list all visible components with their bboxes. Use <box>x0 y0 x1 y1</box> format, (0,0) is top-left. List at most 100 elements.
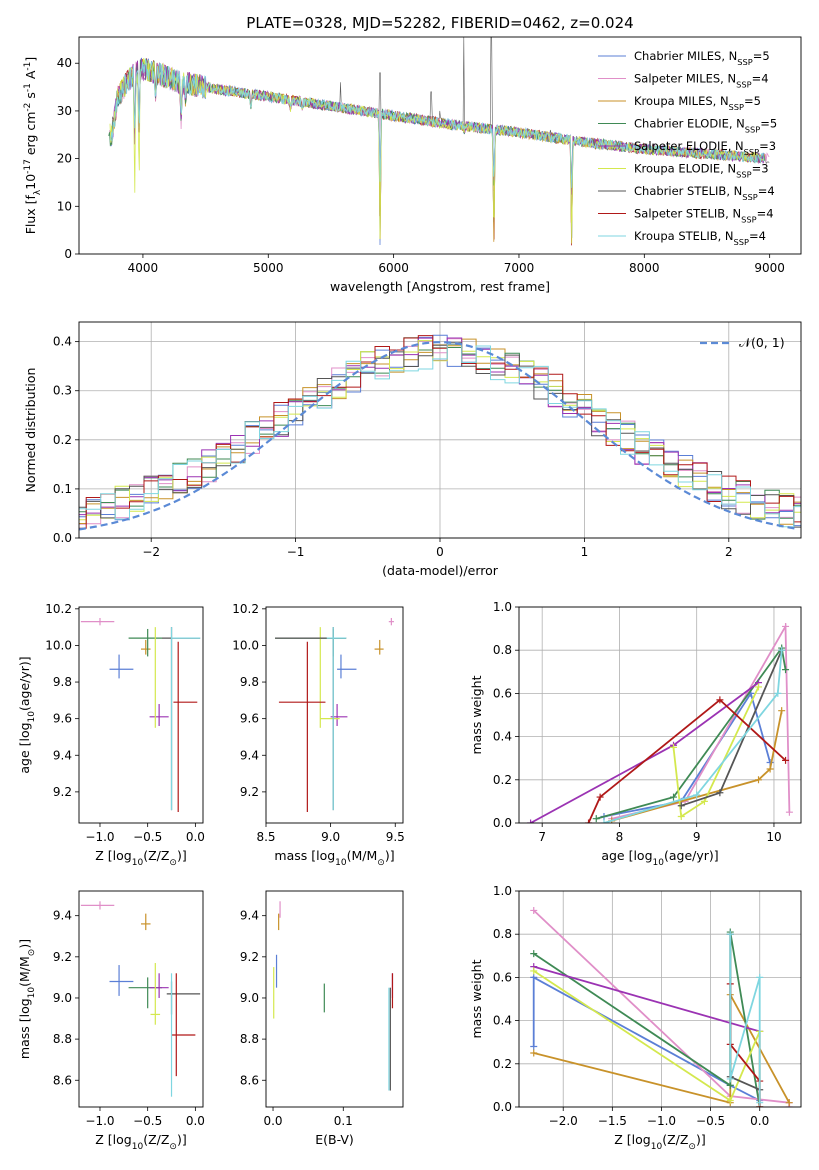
axes-frame <box>78 321 802 539</box>
y-tick-label: 0.6 <box>493 970 512 984</box>
y-tick-label: 0.3 <box>53 384 72 398</box>
weight-marker <box>756 1099 764 1107</box>
axes-frame <box>78 606 204 824</box>
x-tick-label: 4000 <box>128 261 159 275</box>
weight-line-8 <box>729 934 761 1103</box>
weight-line-3 <box>596 645 787 820</box>
plot-area <box>79 334 801 531</box>
x-axis-label: (data-model)/error <box>382 563 499 578</box>
x-tick-label: 0.1 <box>334 1114 353 1128</box>
plot-area <box>530 906 793 1107</box>
weight-marker <box>778 646 786 654</box>
x-tick-label: −0.5 <box>696 1114 725 1128</box>
weight-marker <box>693 791 701 799</box>
y-tick-label: 10 <box>57 199 72 213</box>
plot-area <box>108 37 770 246</box>
panel-weight_vs_age: 7 8 9 10 0.0 0.2 0.4 0.6 0.8 1.0 age [log10(age/yr… <box>469 600 802 868</box>
legend-label: Salpeter MILES, NSSP=4 <box>634 72 769 90</box>
weight-marker <box>530 950 538 958</box>
weight-marker <box>726 930 734 938</box>
y-tick-label: 9.4 <box>53 909 72 923</box>
x-axis-label: E(B-V) <box>315 1132 354 1147</box>
y-tick-label: 0.2 <box>493 773 512 787</box>
y-axis-label: mass [log10(M/M⊙)] <box>17 939 37 1059</box>
y-tick-label: 9.8 <box>240 675 259 689</box>
panel-mass_vs_EBV: 0.0 0.1 8.6 8.8 9.0 9.2 9.4 E(B-V) <box>240 890 404 1147</box>
y-tick-label: 0.8 <box>493 643 512 657</box>
weight-marker <box>670 793 678 801</box>
weight-line-2 <box>611 710 783 822</box>
legend-label: Kroupa ELODIE, NSSP=3 <box>634 162 769 180</box>
x-tick-label: 0.0 <box>186 830 205 844</box>
legend-label: Salpeter ELODIE, NSSP=3 <box>634 139 776 157</box>
y-tick-label: 0.0 <box>493 816 512 830</box>
weight-line-5 <box>672 686 760 819</box>
y-tick-label: 0.0 <box>53 531 72 545</box>
x-tick-label: −0.5 <box>133 1114 162 1128</box>
legend-label: Chabrier STELIB, NSSP=4 <box>634 184 775 202</box>
x-tick-label: 2 <box>725 545 733 559</box>
panel-mass_vs_Z: −1.0 −0.5 0.0 8.6 8.8 9.0 9.2 9.4 Z [log10(Z/Z⊙)… <box>17 890 205 1152</box>
y-tick-label: 40 <box>57 56 72 70</box>
y-tick-label: 0.2 <box>53 433 72 447</box>
x-tick-label: 0.0 <box>263 1114 282 1128</box>
y-tick-label: 9.6 <box>240 712 259 726</box>
weight-line-8 <box>603 650 783 823</box>
y-tick-label: 30 <box>57 104 72 118</box>
x-tick-label: 8000 <box>629 261 660 275</box>
axes-frame <box>78 890 204 1108</box>
weight-marker <box>726 1097 734 1105</box>
x-tick-label: 8.5 <box>256 830 275 844</box>
legend: Chabrier MILES, NSSP=5 Salpeter MILES, NS… <box>598 49 777 247</box>
legend-label: Chabrier MILES, NSSP=5 <box>634 49 770 67</box>
x-tick-label: 8 <box>616 830 624 844</box>
weight-marker <box>530 967 538 975</box>
weight-line-0 <box>532 975 761 1102</box>
y-tick-label: 1.0 <box>493 884 512 898</box>
weight-marker <box>592 815 600 823</box>
y-tick-label: 9.4 <box>240 748 259 762</box>
x-tick-label: 1 <box>581 545 589 559</box>
weight-marker <box>596 793 604 801</box>
y-tick-label: 10.0 <box>45 638 72 652</box>
weight-marker <box>755 683 763 691</box>
legend-label: Kroupa MILES, NSSP=5 <box>634 94 761 112</box>
weight-marker <box>782 756 790 764</box>
y-tick-label: 0.8 <box>493 927 512 941</box>
plot-area <box>275 617 394 813</box>
x-tick-label: 6000 <box>378 261 409 275</box>
panel-residuals: −2 −1 0 1 2 0.0 0.1 0.2 0.3 0.4 (data-model)/error… <box>23 321 802 578</box>
x-tick-label: −2.0 <box>549 1114 578 1128</box>
weight-marker <box>530 1043 538 1051</box>
weight-marker <box>774 689 782 697</box>
x-axis-label: mass [log10(M/M⊙)] <box>274 848 394 868</box>
x-tick-label: −1.5 <box>598 1114 627 1128</box>
weight-marker <box>755 776 763 784</box>
weight-marker <box>778 707 786 715</box>
plot-area <box>80 901 201 1097</box>
weight-marker <box>527 819 535 823</box>
legend-label: Salpeter STELIB, NSSP=4 <box>634 207 774 225</box>
y-tick-label: 8.8 <box>53 1032 72 1046</box>
legend-label: 𝒩(0, 1) <box>739 335 785 350</box>
y-tick-label: 0.1 <box>53 482 72 496</box>
weight-marker <box>756 973 764 981</box>
x-tick-label: −0.5 <box>133 830 162 844</box>
spectrum-series-5 <box>109 57 765 244</box>
histogram-series-8 <box>79 343 801 528</box>
y-tick-label: 9.4 <box>240 909 259 923</box>
x-tick-label: −1.0 <box>85 830 114 844</box>
y-tick-label: 8.8 <box>240 1032 259 1046</box>
weight-marker <box>677 813 685 821</box>
weight-marker <box>716 696 724 704</box>
weight-marker <box>785 1099 793 1107</box>
weight-line-7 <box>587 698 787 823</box>
weight-marker <box>677 802 685 810</box>
weight-marker <box>782 622 790 630</box>
x-tick-label: 0 <box>436 545 444 559</box>
y-tick-label: 10.2 <box>232 602 259 616</box>
y-axis-label: Flux [fλ10-17 erg cm-2 s-1 A-1] <box>23 57 43 235</box>
y-tick-label: 0.4 <box>493 730 512 744</box>
x-tick-label: −1 <box>287 545 305 559</box>
axes-frame <box>518 890 802 1108</box>
